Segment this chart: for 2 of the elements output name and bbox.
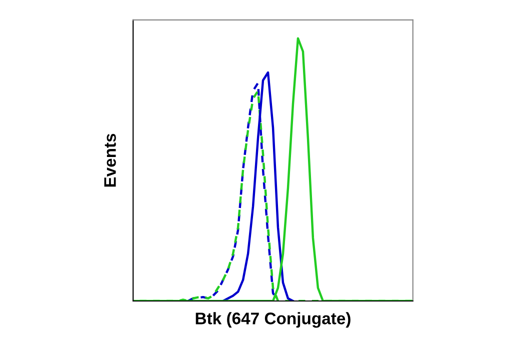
y-axis-title: Events [104,134,116,187]
x-axis-title: Btk (647 Conjugate) [196,312,350,328]
